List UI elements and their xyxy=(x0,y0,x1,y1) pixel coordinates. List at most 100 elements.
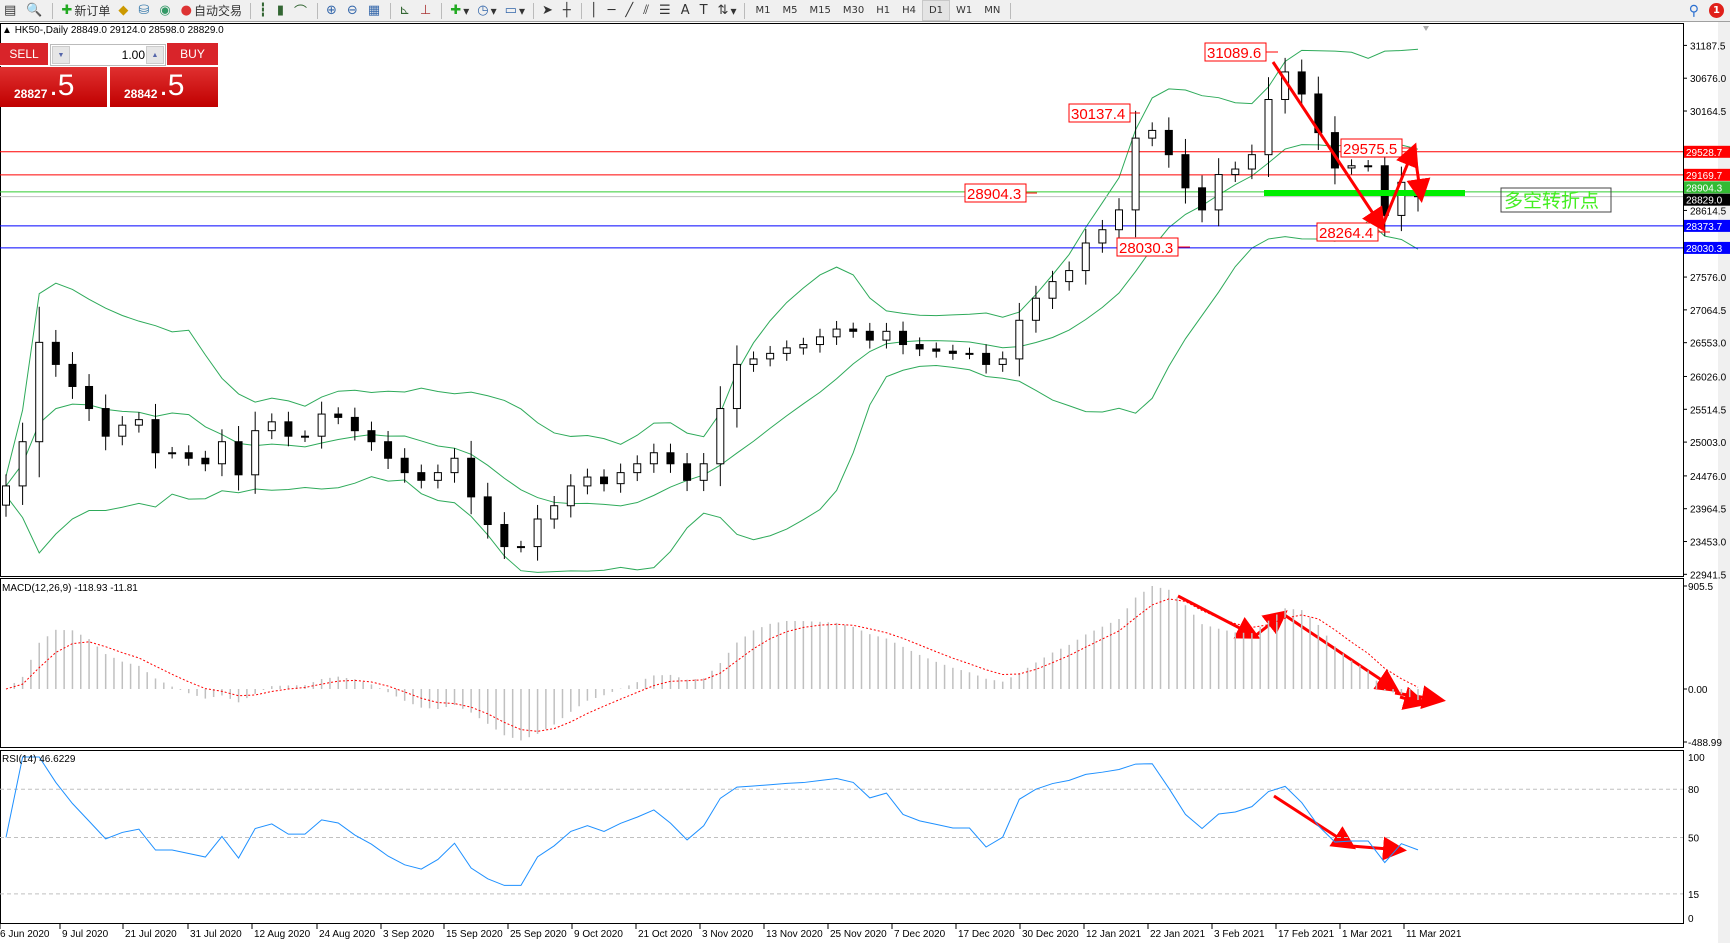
candlestick-button[interactable]: ▮ xyxy=(273,1,290,20)
candle xyxy=(334,407,343,425)
candle xyxy=(849,322,858,338)
templates-button[interactable]: ▭ ▾ xyxy=(504,3,525,18)
arrows-button[interactable]: ⇅ ▾ xyxy=(717,3,737,18)
candle xyxy=(217,429,226,477)
candle xyxy=(118,416,127,446)
candle xyxy=(865,322,874,349)
horizontal-line-button[interactable]: ─ xyxy=(604,1,622,20)
fibonacci-button[interactable]: ☰ xyxy=(655,1,677,20)
candle xyxy=(1015,302,1024,377)
tile-windows-button[interactable]: ▦ xyxy=(364,1,386,20)
candle xyxy=(35,306,44,478)
candle-bear xyxy=(932,348,941,352)
fibonacci-icon: ☰ xyxy=(659,3,671,18)
candle xyxy=(998,351,1007,372)
candle-bull xyxy=(1247,154,1256,170)
date-tick-label: 12 Jan 2021 xyxy=(1086,929,1141,940)
periods-button[interactable]: ◷ ▾ xyxy=(477,3,497,18)
date-tick-label: 6 Jun 2020 xyxy=(0,929,50,940)
candle-bull xyxy=(251,430,260,476)
timeframe-h1[interactable]: H1 xyxy=(876,5,891,16)
candle xyxy=(766,345,775,367)
timeframe-mn[interactable]: MN xyxy=(984,5,1001,16)
timeframe-m5[interactable]: M5 xyxy=(782,5,798,16)
horizontal-lines: 29528.729169.728904.328829.028373.728030… xyxy=(0,145,1730,255)
hline-label: 28904.3 xyxy=(1686,183,1723,194)
zoom-in-button[interactable]: ⊕ xyxy=(322,1,343,20)
candle-bull xyxy=(267,421,276,432)
timeframe-w1[interactable]: W1 xyxy=(956,5,973,16)
auto-scroll-button[interactable]: ⊾ xyxy=(395,1,416,20)
timeframe-m30[interactable]: M30 xyxy=(842,5,865,16)
chevron-up-icon: ▲ xyxy=(151,51,159,59)
navigator-button[interactable]: ⛁ xyxy=(134,1,155,20)
candle xyxy=(1131,110,1140,238)
zoom-chart-button[interactable]: 🔍 xyxy=(22,1,48,20)
timeframe-d1[interactable]: D1 xyxy=(921,0,951,21)
price-tick-label: 23964.5 xyxy=(1690,505,1727,516)
price-tick-label: 28614.5 xyxy=(1690,206,1727,217)
buy-price-button[interactable]: 28842.5 xyxy=(110,67,218,107)
bar-chart-button[interactable]: ┇ xyxy=(255,1,273,20)
candle-bull xyxy=(1015,319,1024,360)
candle-bull xyxy=(749,358,758,365)
search-icon[interactable]: ⚲ xyxy=(1688,2,1699,19)
candle-bull xyxy=(832,328,841,338)
crosshair-button[interactable]: ┼ xyxy=(559,1,577,20)
lot-decrease-button[interactable]: ▼ xyxy=(52,46,70,64)
rsi-tick-label: 100 xyxy=(1688,753,1705,764)
annotations: 31089.6 30137.4 28904.3 28030.3 28264.4 29575… xyxy=(964,42,1612,257)
candle-bull xyxy=(301,435,310,438)
new-order-button[interactable]: ✚ 新订单 xyxy=(57,1,114,20)
buy-button[interactable]: BUY xyxy=(167,43,218,66)
candle xyxy=(1347,159,1356,175)
horizontal-line-icon: ─ xyxy=(607,3,616,18)
sell-price-button[interactable]: 28827.5 xyxy=(0,67,107,107)
candle xyxy=(1231,161,1240,182)
candle-bull xyxy=(1347,165,1356,169)
price-tick-label: 30676.0 xyxy=(1690,74,1727,85)
timeframe-h4[interactable]: H4 xyxy=(902,5,916,16)
zoom-out-button[interactable]: ⊖ xyxy=(343,1,364,20)
candle xyxy=(782,340,791,361)
text-button[interactable]: A xyxy=(677,1,696,20)
collapse-icon[interactable]: ▲ xyxy=(2,25,15,36)
candle-bull xyxy=(2,485,10,506)
candle xyxy=(184,445,193,466)
hline-label-bg xyxy=(1684,168,1730,181)
new-chart-button[interactable]: ▤ xyxy=(0,1,22,20)
new-order-icon: ✚ xyxy=(61,3,73,18)
chevron-down-icon: ▼ xyxy=(57,51,65,59)
timeframe-m1[interactable]: M1 xyxy=(755,5,771,16)
candle xyxy=(1065,261,1074,291)
auto-trading-button[interactable]: ● 自动交易 xyxy=(177,1,246,20)
trendline-button[interactable]: ╱ xyxy=(621,1,639,20)
candle-bear xyxy=(85,385,94,410)
chart-shift-button[interactable]: ⊥ xyxy=(416,1,437,20)
candle xyxy=(1148,122,1157,147)
timeframe-m15[interactable]: M15 xyxy=(809,5,831,16)
trend-arrow xyxy=(1380,142,1419,228)
notification-badge[interactable]: 1 xyxy=(1709,3,1724,18)
indicators-button[interactable]: ✚ ▾ xyxy=(450,3,470,18)
lot-size-input[interactable]: ▼ 1.00 ▲ xyxy=(50,44,166,66)
channel-button[interactable]: ⫽ xyxy=(639,1,655,20)
vertical-line-button[interactable]: │ xyxy=(586,1,604,20)
lot-increase-button[interactable]: ▲ xyxy=(146,46,164,64)
price-tick-label: 26026.0 xyxy=(1690,372,1727,383)
sell-button[interactable]: SELL xyxy=(0,43,48,66)
candle xyxy=(1114,198,1123,242)
hline-label-bg xyxy=(1684,181,1730,194)
tile-icon: ▦ xyxy=(367,3,381,18)
candle-bull xyxy=(450,457,459,474)
line-chart-button[interactable]: ⌒ xyxy=(290,1,313,20)
cursor-button[interactable]: ➤ xyxy=(538,1,559,20)
signals-button[interactable]: ◉ xyxy=(155,1,176,20)
market-watch-button[interactable]: ◆ xyxy=(114,1,134,20)
candle xyxy=(1048,270,1057,309)
text-label-button[interactable]: T xyxy=(696,1,714,20)
buy-price-pips: .5 xyxy=(159,69,185,102)
candle xyxy=(899,321,908,355)
annotation-box xyxy=(1116,237,1179,257)
